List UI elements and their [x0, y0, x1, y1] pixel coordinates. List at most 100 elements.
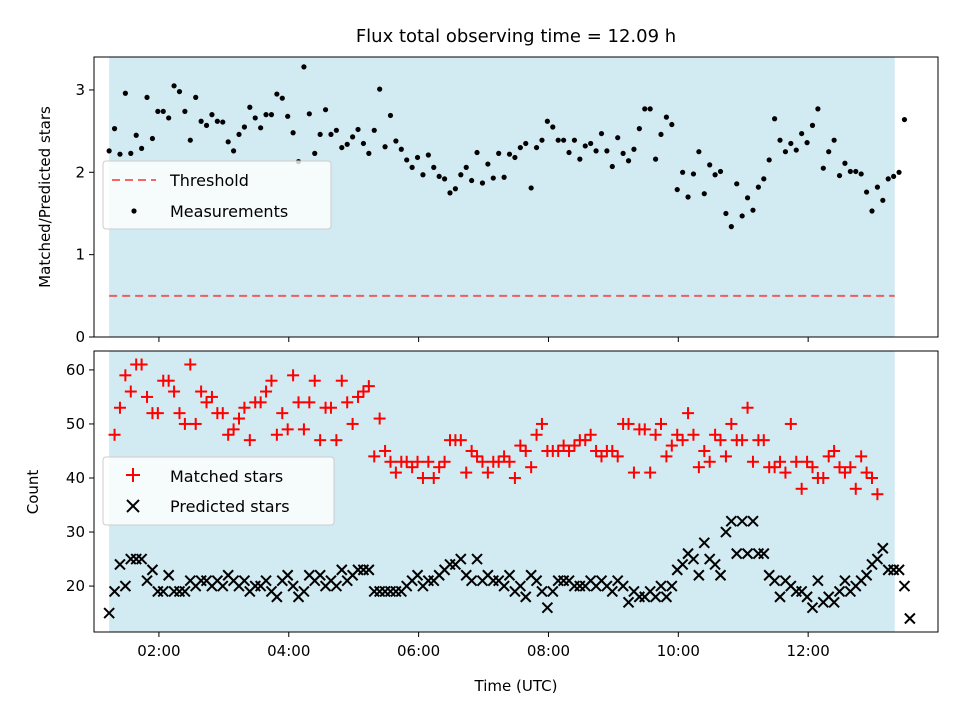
predicted-star-point	[660, 591, 673, 603]
measurement-point	[744, 195, 751, 201]
matched-star-point	[644, 466, 657, 479]
measurement-point	[398, 146, 404, 152]
predicted-star-point	[758, 547, 770, 560]
matched-star-point	[649, 428, 662, 441]
measurements-legend-label: Measurements	[170, 202, 288, 221]
measurement-point	[241, 124, 248, 130]
matched-star-point	[173, 407, 186, 420]
predicted-star-point	[806, 601, 819, 614]
matched-star-point	[373, 412, 386, 425]
matched-star-point	[871, 488, 884, 501]
predicted-star-point	[135, 553, 148, 565]
measurement-point	[609, 163, 615, 170]
measurement-point	[788, 140, 794, 147]
matched-star-point	[216, 407, 229, 420]
measurement-point	[874, 184, 881, 190]
measurement-point	[880, 197, 886, 203]
measurement-point	[279, 95, 285, 101]
measurement-point	[782, 149, 789, 155]
top-legend-box	[102, 160, 332, 230]
predicted-star-point	[141, 574, 153, 587]
measurement-point	[501, 174, 507, 180]
predicted-star-point	[514, 580, 527, 592]
predicted-star-point	[714, 569, 727, 581]
measurement-point	[285, 113, 291, 119]
measurement-point	[382, 144, 388, 150]
matched-star-point	[627, 466, 640, 479]
matched-star-point	[757, 434, 770, 447]
matched-star-point	[774, 455, 787, 468]
chart-title: Flux total observing time = 12.09 h	[356, 26, 676, 47]
measurement-point	[734, 181, 740, 187]
predicted-star-point	[536, 585, 548, 598]
measurement-point	[166, 115, 172, 121]
measurement-point	[896, 169, 902, 175]
predicted-star-point	[162, 569, 175, 581]
measurement-point	[268, 112, 275, 118]
predicted-star-point	[871, 553, 884, 565]
measurement-point	[891, 173, 897, 180]
predicted-legend-label: Predicted stars	[170, 497, 290, 516]
measurement-point	[593, 148, 599, 154]
measurement-point	[252, 115, 258, 121]
measurement-point	[387, 112, 394, 119]
measurement-point	[847, 168, 853, 175]
measurement-point	[420, 172, 426, 178]
measurement-point	[176, 88, 183, 95]
measurement-point	[642, 106, 648, 112]
predicted-star-point	[698, 537, 710, 549]
matched-star-point	[535, 417, 548, 430]
bottom-legend: Matched stars Predicted stars	[102, 456, 335, 526]
predicted-star-point	[622, 596, 635, 608]
matched-star-point	[746, 455, 759, 468]
matched-star-point	[665, 439, 678, 452]
matched-star-point	[465, 444, 478, 457]
measurement-point	[149, 135, 156, 142]
top-y-tick-label: 2	[75, 163, 85, 181]
matched-star-point	[113, 401, 126, 414]
matched-star-point	[243, 434, 256, 447]
measurement-point	[128, 150, 134, 156]
measurement-point	[182, 108, 188, 114]
matched-star-point	[406, 461, 419, 474]
matched-star-point	[806, 461, 819, 474]
measurement-point	[155, 108, 161, 114]
measurement-point	[561, 137, 567, 143]
matched-star-point	[611, 450, 624, 463]
predicted-star-point	[271, 591, 283, 603]
matched-star-point	[189, 417, 202, 430]
matched-star-point	[195, 385, 208, 398]
measurement-point	[187, 137, 193, 143]
matched-star-point	[508, 471, 521, 484]
measurement-point	[144, 94, 150, 100]
measurement-point	[263, 112, 269, 118]
predicted-star-point	[547, 585, 559, 598]
matched-star-point	[341, 396, 354, 409]
matched-star-point	[703, 455, 716, 468]
bottom-y-tick-label: 20	[66, 577, 85, 595]
predicted-star-point	[720, 526, 732, 538]
matched-star-point	[184, 358, 197, 371]
matched-star-point	[698, 444, 711, 457]
x-axis-label: Time (UTC)	[474, 677, 558, 695]
measurement-point	[777, 137, 783, 143]
top-panel: Flux total observing time = 12.09 h 0 1 2 3…	[36, 26, 939, 346]
matched-star-point	[622, 417, 635, 430]
matched-star-point	[660, 450, 673, 463]
x-tick-label: 06:00	[397, 642, 440, 660]
measurement-point	[739, 213, 745, 219]
measurement-point	[496, 150, 502, 156]
predicted-star-point	[877, 542, 889, 554]
matched-star-point	[849, 482, 862, 495]
measurement-point	[620, 150, 626, 156]
bottom-plot-frame	[93, 350, 939, 633]
matched-star-point	[265, 374, 278, 387]
measurement-point	[577, 156, 583, 162]
predicted-star-point	[146, 564, 159, 576]
measurement-point	[214, 118, 220, 124]
matched-star-point	[384, 455, 397, 468]
predicted-star-point	[898, 580, 911, 592]
measurement-point	[625, 158, 632, 164]
matched-star-point	[151, 407, 164, 420]
measurement-point	[571, 137, 578, 143]
